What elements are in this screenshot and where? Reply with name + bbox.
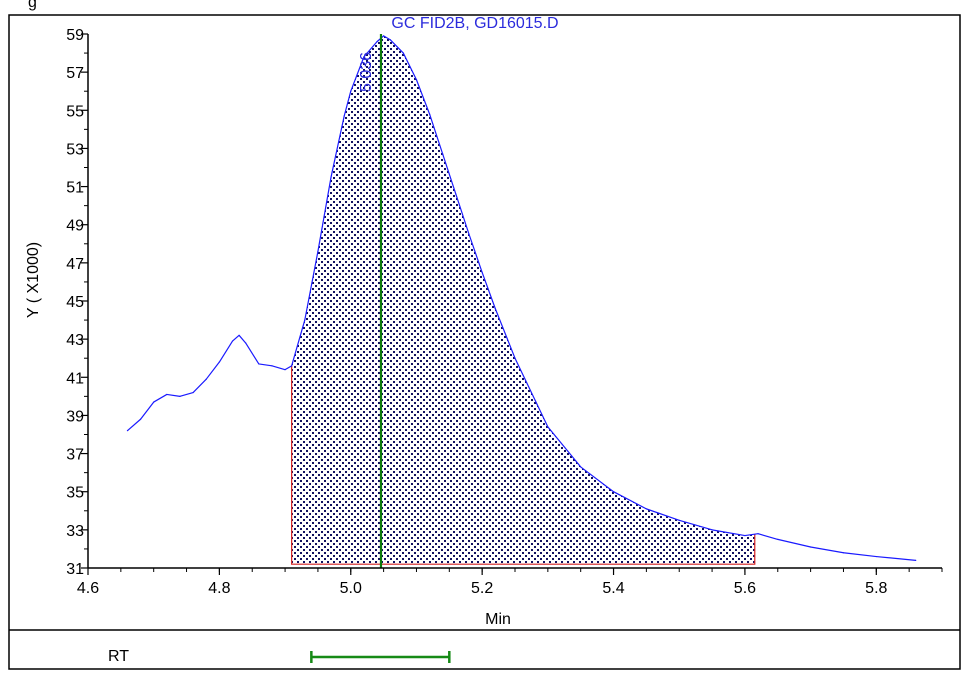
data-point: [547, 426, 549, 428]
y-tick-label: 41: [66, 370, 84, 387]
data-point: [744, 534, 746, 537]
rt-panel-label: RT: [108, 648, 129, 665]
data-point: [389, 39, 391, 41]
data-point: [875, 555, 877, 558]
x-tick-label: 5.2: [471, 580, 493, 597]
data-point: [291, 365, 293, 367]
y-tick-label: 49: [66, 218, 84, 235]
data-point: [376, 41, 378, 43]
data-point: [757, 533, 759, 535]
data-point: [363, 56, 365, 58]
integration-area: [291, 35, 756, 565]
integration-baseline: [291, 365, 756, 565]
data-point: [810, 546, 812, 548]
y-tick-label: 43: [66, 332, 84, 349]
y-tick-label: 57: [66, 65, 84, 82]
x-tick-label: 5.4: [602, 580, 624, 597]
x-tick-label: 5.6: [734, 580, 756, 597]
data-point: [580, 466, 582, 468]
x-tick-label: 5.0: [340, 580, 362, 597]
data-point: [383, 35, 385, 37]
data-point: [514, 357, 516, 359]
data-point: [468, 233, 470, 235]
chart-title: GC FID2B, GD16015.D: [391, 15, 558, 32]
data-point: [494, 308, 496, 310]
y-tick-label: 55: [66, 103, 84, 120]
x-tick-label: 5.8: [865, 580, 887, 597]
data-point: [304, 319, 306, 321]
y-tick-label: 51: [66, 180, 84, 197]
data-point: [238, 334, 240, 336]
data-point: [179, 395, 181, 397]
data-point: [777, 538, 779, 540]
data-point: [166, 393, 168, 396]
data-point: [455, 193, 457, 195]
y-tick-label: 53: [66, 141, 84, 158]
data-point: [205, 378, 207, 380]
y-tick-label: 47: [66, 256, 84, 273]
x-tick-label: 4.8: [208, 580, 230, 597]
data-point: [317, 250, 319, 253]
data-point: [139, 418, 142, 420]
series-line: [127, 35, 916, 561]
plot-frame: [8, 14, 961, 670]
data-point: [442, 153, 444, 155]
data-point: [429, 113, 431, 115]
data-point: [126, 430, 129, 432]
y-axis-label: Y ( X1000): [25, 242, 42, 318]
y-tick-label: 31: [66, 561, 84, 578]
header-partial-text: g: [28, 0, 37, 11]
data-point: [350, 90, 352, 92]
y-tick-label: 39: [66, 408, 84, 425]
y-tick-label: 45: [66, 294, 84, 311]
data-point: [402, 52, 404, 54]
integration-fill: [291, 35, 755, 565]
y-axis-ticks: 31 33 35 37 39 41 43 45 47 49 51 53 55 57 59: [66, 27, 88, 578]
data-point: [711, 529, 713, 531]
data-point: [343, 115, 345, 117]
x-axis-label: Min: [485, 611, 511, 628]
data-point: [645, 508, 647, 510]
y-tick-label: 33: [66, 523, 84, 540]
peak-rt-label: 5.036: [358, 52, 375, 92]
rt-range-bar: [310, 651, 451, 663]
data-point: [842, 552, 845, 554]
x-axis-ticks: 4.6 4.8 5.0 5.2 5.4 5.6 5.8: [77, 568, 943, 597]
data-point: [271, 365, 273, 367]
data-point: [915, 559, 917, 561]
data-point: [330, 176, 332, 178]
data-point: [481, 271, 483, 273]
data-point: [415, 79, 418, 81]
data-point: [153, 401, 155, 403]
y-tick-label: 59: [66, 27, 84, 44]
data-point: [245, 342, 247, 344]
data-point: [612, 491, 615, 493]
data-point: [231, 340, 234, 342]
data-point: [678, 519, 680, 521]
data-point: [284, 369, 286, 371]
data-point: [218, 361, 220, 363]
y-tick-label: 37: [66, 447, 84, 464]
data-point: [192, 391, 194, 394]
y-tick-label: 35: [66, 485, 84, 502]
x-tick-label: 4.6: [77, 580, 99, 597]
data-point: [258, 363, 260, 365]
chromatogram-trace: [126, 35, 917, 561]
